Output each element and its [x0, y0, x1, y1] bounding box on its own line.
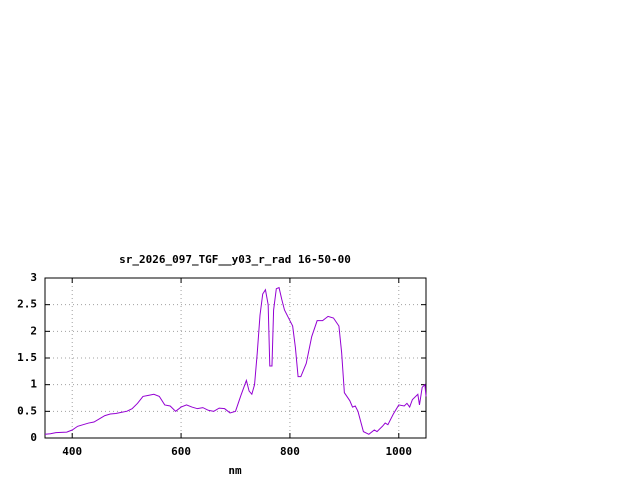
data-line	[44, 286, 427, 435]
x-tick-label: 400	[62, 445, 82, 458]
chart-title: sr_2026_097_TGF__y03_r_rad 16-50-00	[119, 253, 351, 266]
x-axis-label: nm	[228, 464, 242, 477]
x-tick-label: 600	[171, 445, 191, 458]
y-tick-label: 1	[30, 378, 37, 391]
y-tick-label: 3	[30, 271, 37, 284]
y-tick-label: 0.5	[17, 404, 37, 417]
y-tick-label: 2.5	[17, 298, 37, 311]
x-tick-label: 1000	[386, 445, 413, 458]
x-tick-label: 800	[280, 445, 300, 458]
y-tick-label: 1.5	[17, 351, 37, 364]
plot-border	[44, 277, 427, 439]
y-tick-label: 2	[30, 324, 37, 337]
y-tick-label: 0	[30, 431, 37, 444]
